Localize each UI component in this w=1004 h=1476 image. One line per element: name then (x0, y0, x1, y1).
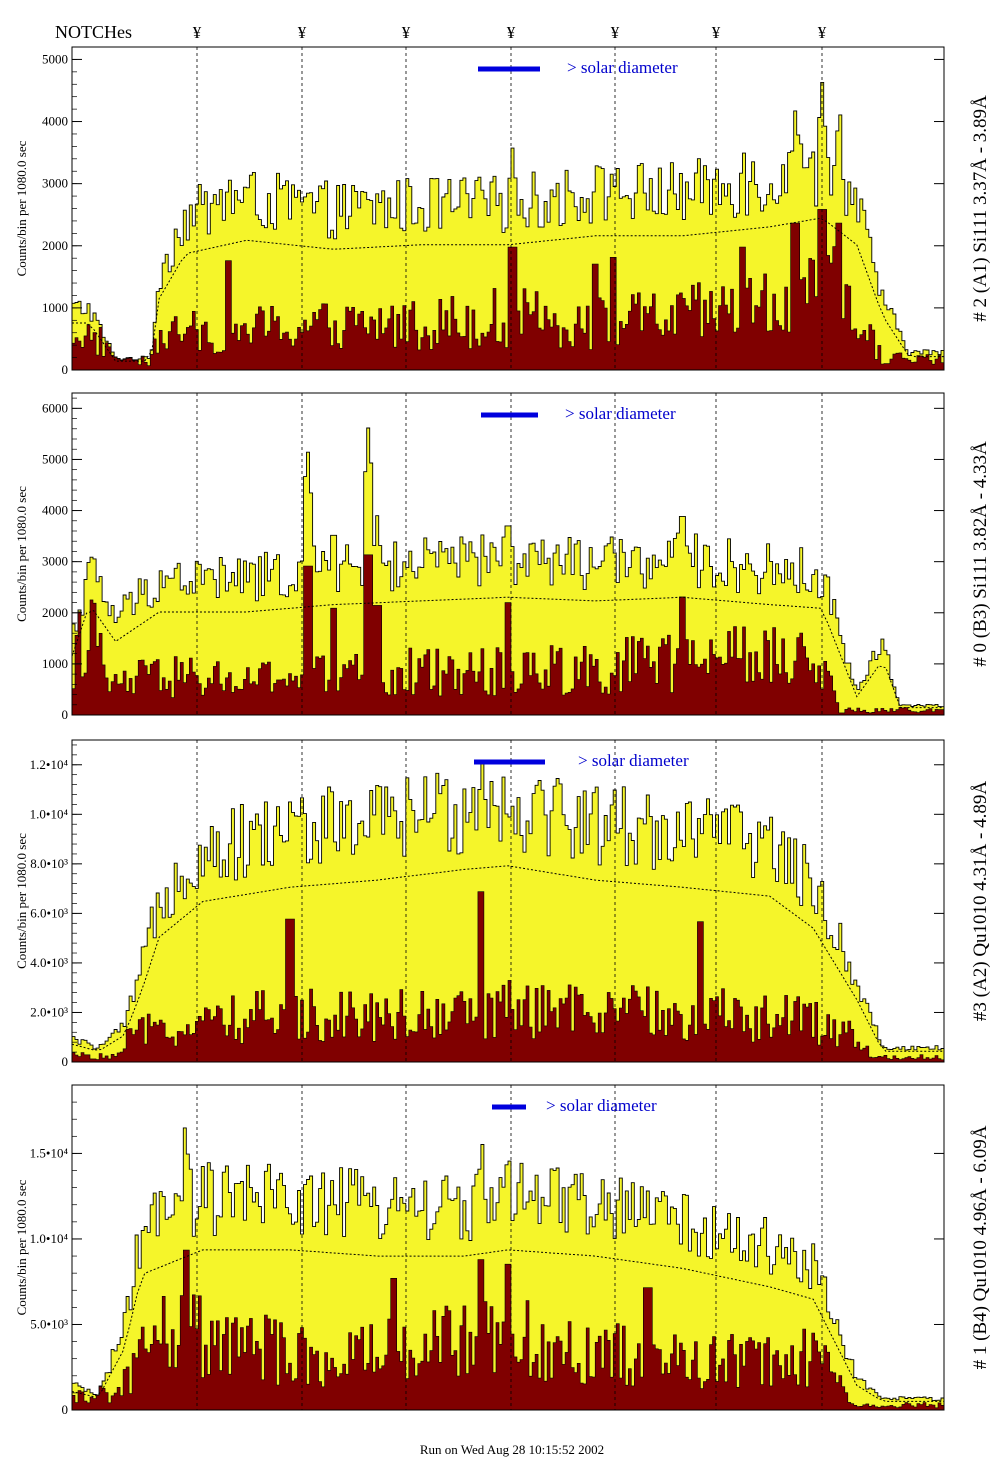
panel-4: 0 5.0•10³ 1.0•10⁴ 1.5•10⁴ Counts/bin per 108… (14, 1084, 991, 1417)
background-counts-histogram (71, 1249, 945, 1411)
y-axis-label: Counts/bin per 1080.0 sec (14, 140, 29, 276)
y-tick-label: 3000 (42, 554, 68, 569)
y-tick-label: 0 (62, 707, 69, 722)
y-tick-label: 6.0•10³ (30, 905, 68, 920)
y-tick-label: 1000 (42, 300, 68, 315)
panel-title: # 1 (B4) Qu1010 4.96Å - 6.09Å (970, 1125, 991, 1369)
notch-mark: ¥ (298, 23, 307, 42)
panel-title: # 2 (A1) Si111 3.37Å - 3.89Å (970, 95, 991, 322)
y-axis-label: Counts/bin per 1080.0 sec (14, 486, 29, 622)
plot-frame (71, 739, 945, 1063)
panel-1: 0 1000 2000 3000 4000 5000 Counts/bin per 1080… (14, 46, 991, 377)
solar-diameter-label: > solar diameter (565, 404, 676, 423)
model-curve (71, 596, 944, 709)
y-tick-label: 3000 (42, 176, 68, 191)
y-axis-label: Counts/bin per 1080.0 sec (14, 833, 29, 969)
y-tick-label: 4000 (42, 503, 68, 518)
notches-label: NOTCHes (55, 22, 132, 42)
total-counts-histogram (71, 427, 945, 716)
y-tick-label: 0 (62, 1054, 69, 1069)
y-tick-label: 1.2•10⁴ (30, 757, 69, 772)
total-counts-histogram (71, 81, 945, 371)
notch-mark: ¥ (611, 23, 620, 42)
plot-frame (71, 392, 945, 716)
notch-mark: ¥ (818, 23, 827, 42)
y-tick-label: 5000 (42, 451, 68, 466)
notch-mark: ¥ (193, 23, 202, 42)
y-tick-label: 4.0•10³ (30, 955, 68, 970)
y-tick-label: 1000 (42, 656, 68, 671)
y-tick-label: 0 (62, 362, 69, 377)
y-tick-label: 2000 (42, 605, 68, 620)
model-curve (71, 1249, 944, 1402)
y-tick-label: 1.0•10⁴ (30, 806, 69, 821)
y-tick-label: 1.0•10⁴ (30, 1231, 69, 1246)
y-tick-label: 0 (62, 1402, 69, 1417)
model-curve (72, 217, 944, 362)
y-tick-label: 5.0•10³ (30, 1316, 68, 1331)
background-counts-histogram (71, 209, 945, 371)
y-tick-label: 6000 (42, 400, 68, 415)
notch-mark: ¥ (712, 23, 721, 42)
plot-frame (71, 1084, 945, 1411)
run-timestamp: Run on Wed Aug 28 10:15:52 2002 (420, 1442, 604, 1457)
y-tick-label: 5000 (42, 51, 68, 66)
y-tick-label: 8.0•10³ (30, 856, 68, 871)
y-tick-label: 4000 (42, 114, 68, 129)
background-counts-histogram (71, 891, 945, 1063)
notch-marks: ¥ ¥ ¥ ¥ ¥ ¥ ¥ (193, 23, 827, 42)
notch-mark: ¥ (507, 23, 516, 42)
solar-diameter-label: > solar diameter (578, 751, 689, 770)
y-tick-label: 2000 (42, 238, 68, 253)
panel-2: 0 1000 2000 3000 4000 5000 6000 Counts/bin per … (14, 392, 991, 722)
model-curve (71, 865, 944, 1052)
y-axis-label: Counts/bin per 1080.0 sec (14, 1179, 29, 1315)
background-counts-histogram (71, 554, 945, 716)
solar-diameter-label: > solar diameter (567, 58, 678, 77)
solar-diameter-label: > solar diameter (546, 1096, 657, 1115)
panels: 0 1000 2000 3000 4000 5000 Counts/bin per 1080… (14, 46, 991, 1417)
y-tick-label: 1.5•10⁴ (30, 1145, 69, 1160)
panel-3: 0 2.0•10³ 4.0•10³ 6.0•10³ 8.0•10³ 1.0•10⁴ 1.2•… (14, 739, 991, 1069)
panel-title: # 0 (B3) Si111 3.82Å - 4.33Å (970, 441, 991, 667)
y-tick-label: 2.0•10³ (30, 1004, 68, 1019)
panel-title: #3 (A2) Qu1010 4.31Å - 4.89Å (970, 781, 991, 1021)
notch-mark: ¥ (402, 23, 411, 42)
